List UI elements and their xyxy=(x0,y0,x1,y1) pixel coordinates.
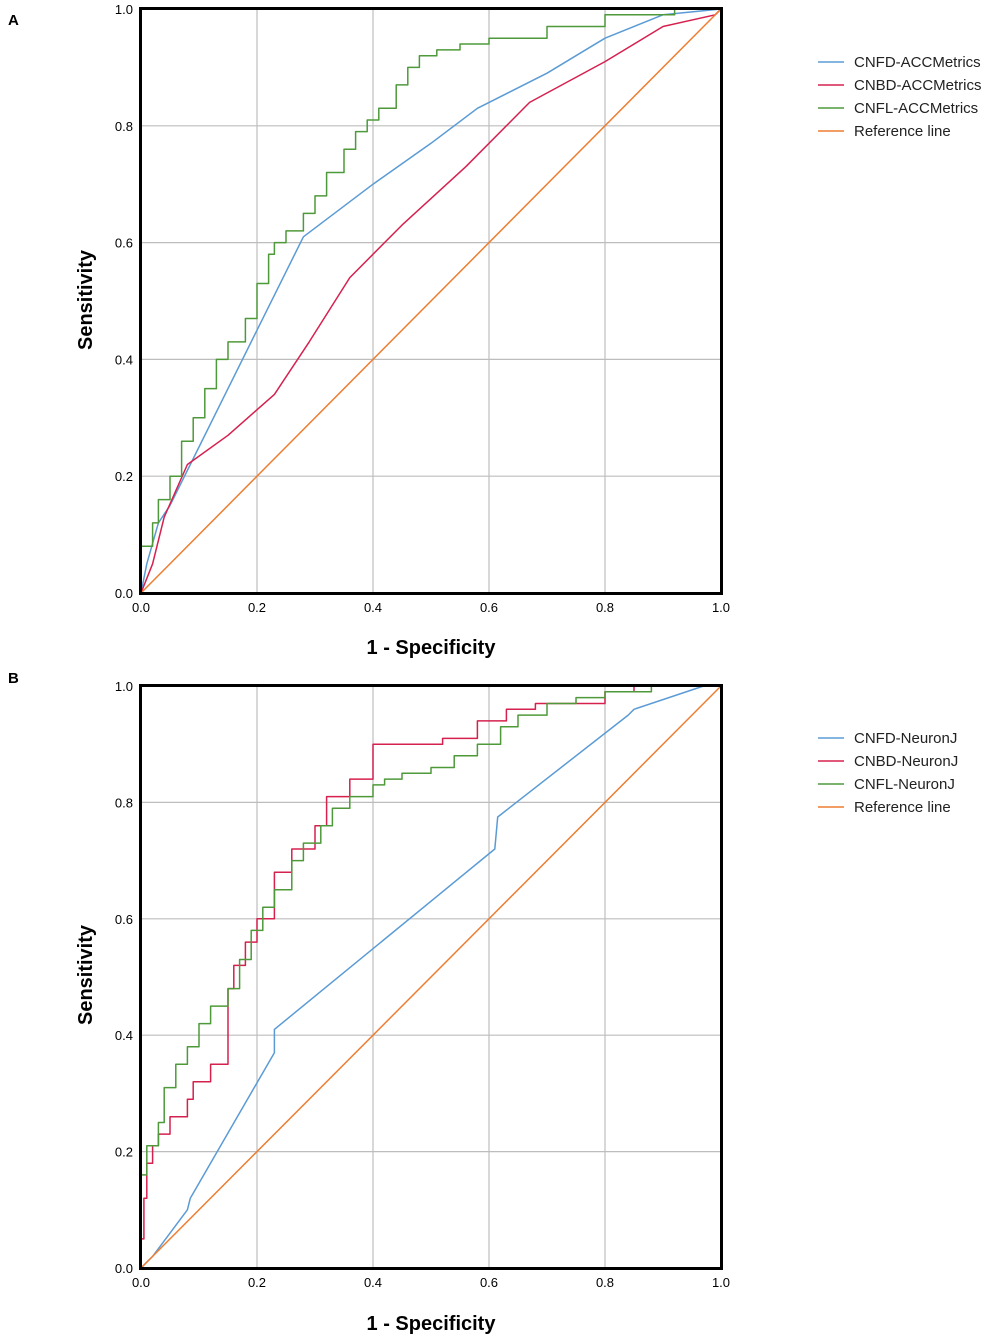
legend-entry: CNBD-NeuronJ xyxy=(854,753,958,770)
grid xyxy=(141,9,721,593)
series-line-cnfd-accmetrics xyxy=(140,8,722,594)
y-tick-label: 0.0 xyxy=(115,1261,133,1276)
y-tick-label: 1.0 xyxy=(115,679,133,694)
x-tick-label: 0.8 xyxy=(596,600,614,615)
x-tick-label: 0.4 xyxy=(364,1275,382,1290)
x-tick-labels: 0.0 0.2 0.4 0.6 0.8 1.0 xyxy=(132,600,730,615)
legend-entry: CNBD-ACCMetrics xyxy=(854,77,982,94)
x-tick-label: 0.0 xyxy=(132,600,150,615)
y-tick-label: 0.6 xyxy=(115,912,133,927)
series-line-cnfl-neuronj xyxy=(140,685,721,1268)
legend-entry: CNFD-ACCMetrics xyxy=(854,54,981,71)
legend-entry: CNFD-NeuronJ xyxy=(854,730,957,747)
series-lines xyxy=(140,685,722,1269)
x-tick-label: 0.4 xyxy=(364,600,382,615)
series-lines xyxy=(140,8,722,594)
x-tick-label: 1.0 xyxy=(712,1275,730,1290)
x-tick-label: 0.6 xyxy=(480,600,498,615)
y-tick-label: 0.8 xyxy=(115,119,133,134)
y-tick-labels: 0.0 0.2 0.4 0.6 0.8 1.0 xyxy=(115,2,133,601)
x-tick-label: 0.2 xyxy=(248,1275,266,1290)
y-tick-label: 0.0 xyxy=(115,586,133,601)
chart-panel-a: A 0.0 0.2 0.4 0.6 0.8 1.0 0.00.20.40.60.81.0 … xyxy=(8,2,982,659)
y-tick-label: 0.2 xyxy=(115,469,133,484)
x-tick-label: 1.0 xyxy=(712,600,730,615)
y-tick-label: 0.6 xyxy=(115,236,133,251)
y-axis-title: Sensitivity xyxy=(75,924,97,1025)
y-tick-label: 0.4 xyxy=(115,352,133,367)
x-axis-title: 1 - Specificity xyxy=(367,637,497,659)
legend-entry: Reference line xyxy=(854,123,951,140)
legend-entry: CNFL-NeuronJ xyxy=(854,776,955,793)
panel-label: A xyxy=(8,12,19,29)
plot-frame xyxy=(139,684,723,1270)
y-tick-label: 1.0 xyxy=(115,2,133,17)
x-tick-label: 0.2 xyxy=(248,600,266,615)
x-tick-label: 0.0 xyxy=(132,1275,150,1290)
y-axis-title: Sensitivity xyxy=(75,249,97,350)
grid xyxy=(141,686,721,1268)
y-tick-label: 0.4 xyxy=(115,1028,133,1043)
y-tick-label: 0.2 xyxy=(115,1145,133,1160)
chart-panel-b: B 0.0 0.2 0.4 0.6 0.8 1.0 0.00.20.40.60.81.0 … xyxy=(8,670,958,1335)
legend: CNFD-NeuronJ CNBD-NeuronJ CNFL-NeuronJ Refe… xyxy=(818,730,958,816)
y-tick-label: 0.8 xyxy=(115,795,133,810)
series-line-reference-line xyxy=(140,685,722,1269)
x-tick-label: 0.8 xyxy=(596,1275,614,1290)
legend-entry: CNFL-ACCMetrics xyxy=(854,100,978,117)
y-tick-labels: 0.0 0.2 0.4 0.6 0.8 1.0 xyxy=(115,679,133,1276)
x-axis-title: 1 - Specificity xyxy=(367,1313,497,1335)
series-line-cnbd-accmetrics xyxy=(140,8,722,594)
series-line-cnfd-neuronj xyxy=(140,685,721,1269)
x-tick-label: 0.6 xyxy=(480,1275,498,1290)
plot-frame xyxy=(139,7,723,595)
panel-label: B xyxy=(8,670,19,687)
legend: CNFD-ACCMetrics CNBD-ACCMetrics CNFL-ACCMe… xyxy=(818,54,982,140)
series-line-cnfl-accmetrics xyxy=(140,8,721,593)
legend-entry: Reference line xyxy=(854,799,951,816)
x-tick-labels: 0.0 0.2 0.4 0.6 0.8 1.0 xyxy=(132,1275,730,1290)
series-line-reference-line xyxy=(140,8,722,594)
